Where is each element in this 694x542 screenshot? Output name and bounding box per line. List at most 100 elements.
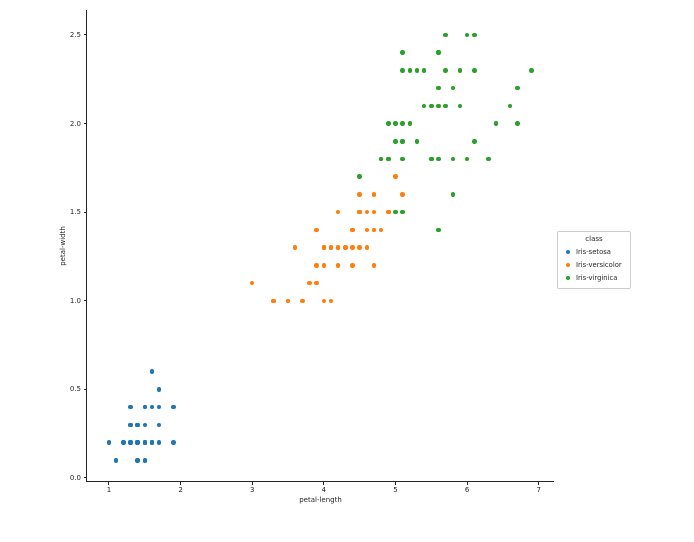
scatter-point (335, 263, 341, 268)
scatter-point (443, 103, 448, 109)
scatter-point (156, 440, 162, 445)
scatter-point (357, 209, 362, 215)
scatter-point (443, 68, 448, 73)
scatter-point (436, 227, 441, 233)
scatter-point (135, 422, 140, 428)
scatter-point (472, 139, 477, 144)
scatter-point (156, 422, 162, 428)
x-axis-tick-label: 4 (321, 486, 327, 494)
y-axis-tick-mark (83, 477, 87, 479)
scatter-point (400, 156, 405, 162)
legend-item-label: Iris-setosa (576, 247, 611, 256)
scatter-point (128, 404, 133, 410)
scatter-point (371, 192, 377, 197)
scatter-point (142, 440, 148, 445)
y-axis-tick-mark (83, 300, 87, 302)
scatter-point (364, 227, 370, 233)
scatter-point (357, 245, 362, 250)
legend-swatch-dot-icon (566, 249, 570, 254)
legend-item-label: Iris-virginica (576, 273, 618, 282)
scatter-point (106, 440, 112, 445)
y-axis-tick-mark (83, 34, 87, 36)
scatter-point (307, 280, 312, 286)
scatter-point (142, 422, 148, 428)
scatter-point (142, 458, 148, 463)
scatter-point (429, 103, 434, 109)
y-axis-tick-label: 0.0 (69, 473, 81, 482)
scatter-point (450, 192, 456, 197)
scatter-point (328, 245, 334, 250)
scatter-point (486, 156, 491, 162)
scatter-point (450, 85, 456, 91)
scatter-point (464, 156, 470, 162)
y-axis-tick-label: 1.0 (69, 296, 81, 305)
scatter-point (436, 50, 441, 55)
plot-area: petal-length petal-width 1 2 3 4 5 6 7 0.0 0.5 1.… (59, 10, 554, 504)
x-axis-tick-label: 1 (106, 486, 112, 494)
scatter-point (149, 369, 155, 374)
scatter-point (515, 85, 520, 91)
scatter-point (400, 209, 405, 215)
scatter-point (314, 280, 319, 286)
scatter-point (171, 440, 176, 445)
scatter-point (386, 209, 391, 215)
scatter-point (335, 209, 341, 215)
x-axis-tick-mark (323, 481, 325, 485)
legend-item: Iris-virginica (562, 271, 626, 284)
x-axis-tick-label: 5 (393, 486, 398, 494)
x-axis-tick-label: 2 (178, 486, 183, 494)
scatter-point (314, 227, 319, 233)
legend-swatch-dot-icon (566, 275, 570, 280)
scatter-point (507, 103, 513, 109)
scatter-point (292, 245, 298, 250)
scatter-point (135, 458, 140, 463)
scatter-point (350, 263, 355, 268)
scatter-point (149, 440, 155, 445)
scatter-point (321, 298, 327, 304)
scatter-point (493, 121, 499, 126)
scatter-point (386, 121, 391, 126)
scatter-point (135, 440, 140, 445)
x-axis-tick-mark (394, 481, 396, 485)
scatter-point (357, 174, 362, 179)
scatter-point (400, 139, 405, 144)
y-axis-tick-mark (83, 123, 87, 125)
scatter-point (378, 156, 384, 162)
scatter-point (436, 156, 441, 162)
scatter-point (350, 245, 355, 250)
scatter-point (300, 298, 305, 304)
scatter-point (321, 245, 327, 250)
scatter-point (400, 121, 405, 126)
scatter-point (529, 68, 534, 73)
legend: class Iris-setosa Iris-versicolor Iris-vir… (557, 231, 631, 289)
scatter-point (457, 68, 463, 73)
scatter-point (407, 68, 413, 73)
scatter-point (515, 121, 520, 126)
y-axis-tick-mark (83, 211, 87, 213)
scatter-point (400, 68, 405, 73)
scatter-point (393, 174, 398, 179)
x-axis-tick-mark (466, 481, 468, 485)
scatter-point (285, 298, 291, 304)
x-axis-tick-label: 7 (536, 486, 541, 494)
y-axis-label: petal-width (59, 225, 67, 266)
scatter-point (443, 32, 448, 38)
y-axis-tick-label: 0.5 (69, 385, 81, 394)
scatter-point (271, 298, 276, 304)
scatter-point (357, 192, 362, 197)
scatter-point (156, 404, 162, 410)
scatter-point (421, 103, 427, 109)
legend-item: Iris-setosa (562, 245, 626, 258)
scatter-point (464, 32, 470, 38)
scatter-point (414, 139, 420, 144)
legend-item: Iris-versicolor (562, 258, 626, 271)
scatter-point (128, 422, 133, 428)
y-axis-tick-mark (83, 388, 87, 390)
scatter-point (400, 192, 405, 197)
scatter-point (371, 227, 377, 233)
scatter-point (128, 440, 133, 445)
legend-swatch-dot-icon (566, 262, 570, 267)
scatter-point (371, 209, 377, 215)
x-axis-label: petal-length (299, 496, 342, 504)
